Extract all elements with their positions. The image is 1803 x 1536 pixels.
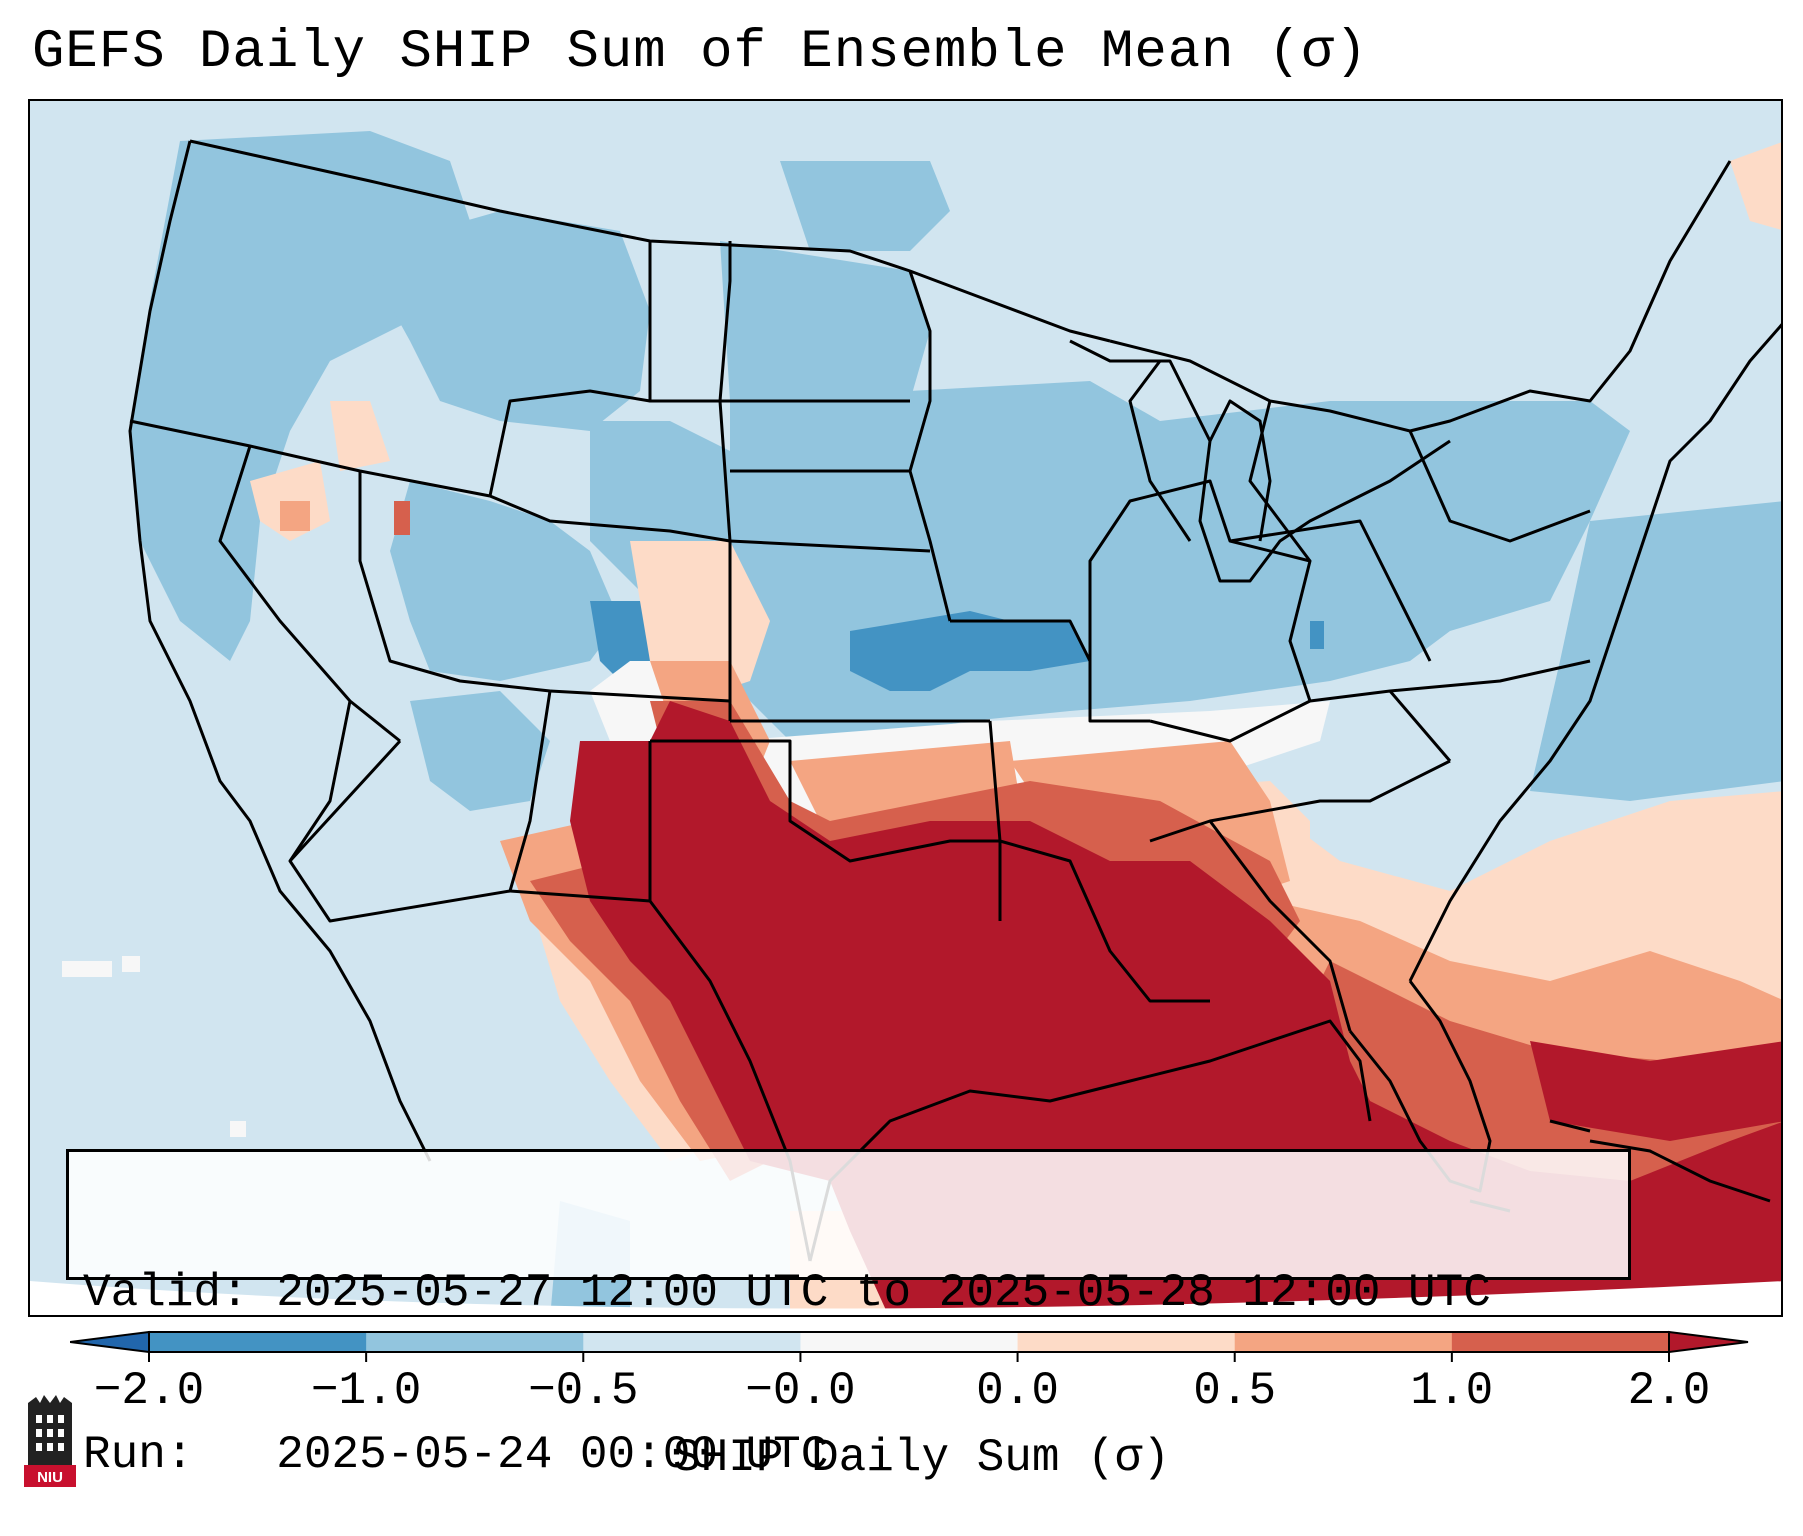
colorbar-label: SHIP Daily Sum (σ) — [673, 1432, 1170, 1484]
valid-value: 2025-05-27 12:00 UTC to 2025-05-28 12:00… — [276, 1267, 1491, 1319]
chart-title: GEFS Daily SHIP Sum of Ensemble Mean (σ) — [32, 22, 1369, 83]
colorbar-bins — [149, 1332, 1670, 1352]
colorbar-bin — [583, 1332, 801, 1352]
colorbar-tick-label: −1.0 — [310, 1365, 422, 1417]
colorbar-tick-label: −0.5 — [528, 1365, 639, 1417]
niu-logo: NIU — [24, 1395, 76, 1487]
colorbar-tick-label: 1.0 — [1410, 1365, 1494, 1417]
valid-row: Valid: 2025-05-27 12:00 UTC to 2025-05-2… — [83, 1266, 1628, 1320]
west-coast — [128, 140, 432, 1162]
colorbar-tick-label: −0.0 — [745, 1365, 856, 1417]
logo-text: NIU — [37, 1469, 63, 1486]
run-label: Run: — [83, 1429, 194, 1481]
colorbar-bin — [1017, 1332, 1236, 1352]
boundaries — [128, 139, 1781, 1262]
great-lakes — [1069, 339, 1451, 583]
atlantic-coast — [1408, 323, 1781, 982]
colorbar — [70, 1330, 1749, 1362]
colorbar-bin — [149, 1332, 367, 1352]
validity-info-box: Valid: 2025-05-27 12:00 UTC to 2025-05-2… — [66, 1149, 1631, 1481]
projection-edge — [30, 1281, 1781, 1315]
colorbar-bin — [1234, 1332, 1453, 1352]
colorbar-bin — [366, 1332, 584, 1352]
colorbar-over-arrow — [1668, 1330, 1749, 1354]
colorbar-tick-label: 0.5 — [1193, 1365, 1277, 1417]
canada-border — [189, 139, 1111, 343]
map-canvas — [30, 101, 1781, 1315]
run-value: 2025-05-24 00:00 UTC — [276, 1429, 829, 1481]
colorbar-under-arrow — [70, 1330, 150, 1354]
run-row: Run: 2025-05-24 00:00 UTC — [83, 1428, 1628, 1482]
colorbar-outline — [148, 1331, 1670, 1353]
gulf-coast — [808, 1019, 1372, 1262]
colorbar-bin — [800, 1332, 1019, 1352]
colorbar-ticks — [148, 1352, 1670, 1362]
colorbar-tick-label: 0.0 — [976, 1365, 1059, 1417]
colorbar-bin — [1451, 1332, 1670, 1352]
colorbar-tick-label: 2.0 — [1627, 1365, 1711, 1417]
logo-band — [24, 1465, 76, 1487]
colorbar-tick-label: −2.0 — [93, 1365, 205, 1417]
map-panel — [28, 99, 1783, 1317]
valid-label: Valid: — [83, 1267, 249, 1319]
